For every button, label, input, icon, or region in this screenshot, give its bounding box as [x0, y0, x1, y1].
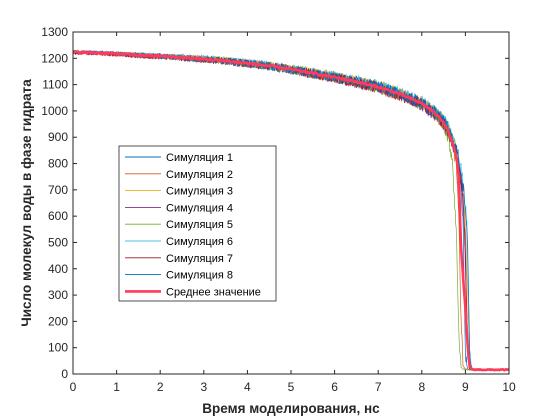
y-tick-label: 1000: [41, 104, 68, 118]
x-tick-label: 7: [375, 380, 382, 394]
x-tick-label: 6: [331, 380, 338, 394]
y-tick-label: 1200: [41, 51, 68, 65]
x-tick-label: 9: [462, 380, 469, 394]
y-tick-label: 300: [48, 288, 68, 302]
x-tick-label: 8: [418, 380, 425, 394]
y-tick-label: 1300: [41, 25, 68, 39]
x-tick-label: 2: [157, 380, 164, 394]
x-tick-label: 4: [244, 380, 251, 394]
y-tick-label: 600: [48, 209, 68, 223]
ticks-layer: 0 1 2 3 4 5 6 7 8 9 100100200300400500600700800900…: [41, 25, 516, 394]
x-axis-title: Время моделирования, нс: [202, 401, 380, 416]
legend-entry: Симуляция 6: [166, 236, 233, 248]
x-tick-label: 1: [113, 380, 120, 394]
legend-entry: Симуляция 8: [166, 270, 233, 282]
y-axis-title: Число молекул воды в фазе гидрата: [19, 79, 34, 327]
legend-entry: Среднее значение: [166, 286, 261, 298]
legend-entry: Симуляция 5: [166, 219, 233, 231]
legend-entry: Симуляция 1: [166, 152, 233, 164]
series-layer: [72, 49, 510, 372]
legend: Симуляция 1 Симуляция 2 Симуляция 3 Симуляц…: [118, 145, 277, 302]
y-tick-label: 100: [48, 341, 68, 355]
legend-entry: Симуляция 4: [166, 202, 233, 214]
y-tick-label: 700: [48, 183, 68, 197]
legend-entry: Симуляция 2: [166, 169, 233, 181]
y-tick-label: 800: [48, 157, 68, 171]
y-tick-label: 1100: [42, 78, 68, 92]
y-tick-label: 900: [48, 130, 68, 144]
y-tick-label: 400: [48, 262, 68, 276]
y-tick-label: 0: [61, 367, 68, 381]
legend-entry: Симуляция 7: [166, 253, 233, 265]
y-tick-label: 200: [48, 314, 68, 328]
x-tick-label: 5: [288, 380, 295, 394]
y-tick-label: 500: [48, 235, 68, 249]
x-tick-label: 3: [200, 380, 207, 394]
x-tick-label: 10: [502, 380, 516, 394]
x-tick-label: 0: [70, 380, 77, 394]
series-line-mean: [72, 50, 510, 372]
legend-entry: Симуляция 3: [166, 186, 233, 198]
legend-box: [118, 145, 277, 302]
